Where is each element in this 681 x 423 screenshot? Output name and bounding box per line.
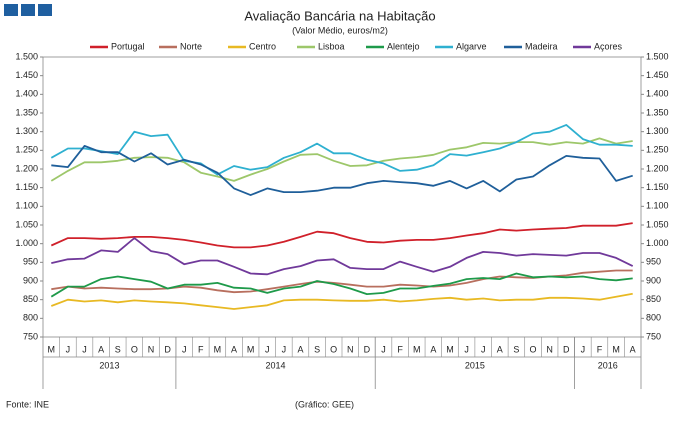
y-tick-label: 850 (23, 294, 38, 304)
y-tick-label: 1.100 (15, 201, 38, 211)
y-tick-label: 1.500 (15, 51, 38, 61)
y-tick-label: 1.000 (15, 238, 38, 248)
legend-label: Centro (249, 41, 276, 51)
x-tick-label: M (247, 344, 255, 354)
series-line (51, 237, 634, 276)
x-tick-label: A (430, 344, 436, 354)
x-tick-label: J (481, 344, 486, 354)
series-line (51, 145, 633, 196)
x-tick-label: M (48, 344, 56, 354)
year-label: 2013 (99, 360, 119, 370)
x-tick-label: J (66, 344, 71, 354)
legend-label: Portugal (111, 41, 145, 51)
x-tick-label: J (265, 344, 270, 354)
y2-tick-label: 900 (646, 275, 661, 285)
x-tick-label: M (446, 344, 454, 354)
x-tick-label: N (148, 344, 155, 354)
y2-tick-label: 750 (646, 331, 661, 341)
y2-tick-label: 1.150 (646, 182, 669, 192)
y-tick-label: 1.300 (15, 126, 38, 136)
plot-frame (42, 56, 642, 338)
year-label: 2016 (598, 360, 618, 370)
x-tick-label: F (397, 344, 403, 354)
y2-tick-label: 950 (646, 257, 661, 267)
chart-subtitle: (Valor Médio, euros/m2) (292, 25, 388, 35)
source: Fonte: INE (6, 399, 49, 409)
y-tick-label: 900 (23, 275, 38, 285)
y2-tick-label: 1.050 (646, 219, 669, 229)
series-line (50, 124, 633, 176)
x-tick-label: N (347, 344, 354, 354)
x-tick-label: A (231, 344, 237, 354)
x-tick-label: O (131, 344, 138, 354)
y2-tick-label: 1.350 (646, 107, 669, 117)
x-tick-label: D (364, 344, 371, 354)
series-line (51, 269, 633, 294)
legend-label: Algarve (456, 41, 487, 51)
x-tick-label: J (464, 344, 469, 354)
y-tick-label: 1.150 (15, 182, 38, 192)
y-tick-label: 1.200 (15, 163, 38, 173)
y-tick-label: 750 (23, 331, 38, 341)
x-tick-label: O (330, 344, 337, 354)
x-tick-label: J (82, 344, 87, 354)
chart-title: Avaliação Bancária na Habitação (244, 8, 435, 23)
y-tick-label: 1.250 (15, 145, 38, 155)
series-line (50, 137, 633, 182)
y-tick-label: 1.050 (15, 219, 38, 229)
x-tick-label: S (513, 344, 519, 354)
credit: (Gráfico: GEE) (295, 399, 354, 409)
x-tick-label: A (297, 344, 303, 354)
legend-label: Lisboa (318, 41, 345, 51)
x-tick-label: O (530, 344, 537, 354)
x-tick-label: F (198, 344, 204, 354)
logo-square (4, 4, 18, 16)
y-tick-label: 1.350 (15, 107, 38, 117)
y2-tick-label: 1.200 (646, 163, 669, 173)
x-tick-label: D (563, 344, 570, 354)
y2-tick-label: 1.100 (646, 201, 669, 211)
legend-label: Açores (594, 41, 623, 51)
legend-label: Norte (180, 41, 202, 51)
year-label: 2014 (266, 360, 286, 370)
x-tick-label: A (630, 344, 636, 354)
x-tick-label: M (214, 344, 222, 354)
x-tick-label: J (381, 344, 386, 354)
year-label: 2015 (465, 360, 485, 370)
series-line (50, 222, 633, 249)
y-tick-label: 1.450 (15, 70, 38, 80)
y2-tick-label: 1.450 (646, 70, 669, 80)
y2-tick-label: 1.500 (646, 51, 669, 61)
x-tick-label: D (164, 344, 171, 354)
y2-tick-label: 1.250 (646, 145, 669, 155)
legend-label: Alentejo (387, 41, 420, 51)
series-line (50, 272, 633, 298)
x-tick-label: J (282, 344, 287, 354)
y2-tick-label: 800 (646, 313, 661, 323)
x-tick-label: M (413, 344, 421, 354)
logo-square (38, 4, 52, 16)
x-tick-label: A (98, 344, 104, 354)
x-tick-label: N (546, 344, 553, 354)
y2-tick-label: 1.000 (646, 238, 669, 248)
x-tick-label: J (581, 344, 586, 354)
x-tick-label: A (497, 344, 503, 354)
y-tick-label: 950 (23, 257, 38, 267)
series-line (50, 292, 633, 310)
y2-tick-label: 1.400 (646, 89, 669, 99)
x-tick-label: S (314, 344, 320, 354)
x-tick-label: M (612, 344, 620, 354)
x-tick-label: F (597, 344, 603, 354)
y2-tick-label: 850 (646, 294, 661, 304)
logo-square (21, 4, 35, 16)
x-tick-label: J (182, 344, 187, 354)
y-tick-label: 1.400 (15, 89, 38, 99)
y-tick-label: 800 (23, 313, 38, 323)
x-tick-label: S (115, 344, 121, 354)
y2-tick-label: 1.300 (646, 126, 669, 136)
legend-label: Madeira (525, 41, 558, 51)
